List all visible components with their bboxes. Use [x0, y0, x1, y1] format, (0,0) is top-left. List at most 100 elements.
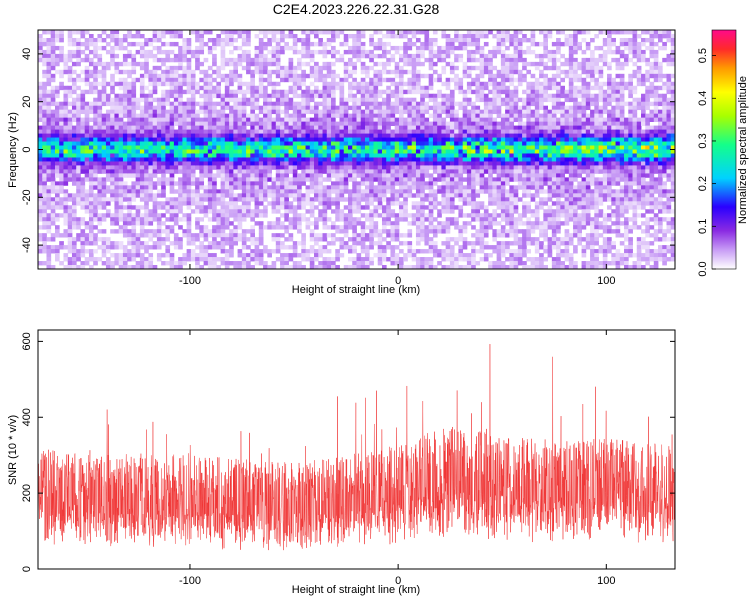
- heatmap-cell: [471, 253, 476, 258]
- heatmap-cell: [246, 189, 251, 194]
- heatmap-cell: [428, 205, 434, 210]
- heatmap-cell: [101, 101, 107, 107]
- heatmap-cell: [254, 137, 260, 142]
- heatmap-cell: [131, 81, 137, 87]
- heatmap-cell: [360, 41, 366, 47]
- heatmap-cell: [152, 73, 158, 79]
- heatmap-cell: [339, 125, 345, 130]
- heatmap-cell: [237, 249, 243, 254]
- heatmap-cell: [454, 117, 459, 123]
- heatmap-cell: [229, 173, 234, 178]
- heatmap-cell: [220, 161, 226, 166]
- heatmap-cell: [114, 101, 120, 107]
- heatmap-cell: [76, 30, 81, 35]
- heatmap-cell: [46, 61, 52, 67]
- heatmap-cell: [432, 41, 438, 47]
- heatmap-cell: [394, 101, 400, 107]
- heatmap-cell: [377, 137, 383, 142]
- heatmap-cell: [156, 30, 162, 35]
- heatmap-cell: [254, 45, 260, 51]
- heatmap-cell: [441, 81, 447, 87]
- heatmap-cell: [71, 161, 77, 166]
- heatmap-cell: [309, 89, 315, 95]
- heatmap-cell: [373, 209, 379, 214]
- heatmap-cell: [343, 109, 349, 115]
- heatmap-cell: [46, 261, 52, 266]
- heatmap-cell: [76, 129, 81, 134]
- heatmap-cell: [449, 97, 455, 103]
- heatmap-cell: [105, 125, 111, 130]
- heatmap-cell: [71, 113, 77, 119]
- heatmap-cell: [54, 141, 60, 146]
- heatmap-cell: [54, 133, 60, 138]
- heatmap-cell: [118, 157, 124, 162]
- heatmap-cell: [80, 30, 86, 35]
- heatmap-cell: [280, 65, 285, 71]
- heatmap-cell: [199, 201, 205, 206]
- heatmap-cell: [326, 133, 332, 138]
- heatmap-cell: [394, 193, 400, 198]
- heatmap-cell: [46, 121, 52, 126]
- heatmap-cell: [250, 129, 255, 134]
- heatmap-cell: [156, 201, 162, 206]
- heatmap-cell: [356, 97, 362, 103]
- heatmap-cell: [97, 101, 103, 107]
- heatmap-cell: [178, 73, 183, 79]
- heatmap-cell: [381, 189, 387, 194]
- heatmap-cell: [71, 245, 77, 250]
- heatmap-cell: [229, 121, 234, 126]
- heatmap-cell: [80, 177, 86, 182]
- heatmap-cell: [118, 173, 124, 178]
- heatmap-cell: [420, 109, 425, 115]
- heatmap-cell: [54, 57, 60, 63]
- heatmap-cell: [369, 245, 374, 250]
- heatmap-cell: [301, 249, 306, 254]
- heatmap-cell: [458, 181, 464, 186]
- heatmap-cell: [38, 169, 43, 174]
- heatmap-cell: [97, 157, 103, 162]
- heatmap-cell: [263, 149, 268, 154]
- heatmap-cell: [369, 209, 374, 214]
- heatmap-cell: [207, 77, 213, 83]
- heatmap-cell: [135, 121, 141, 126]
- heatmap-cell: [462, 45, 468, 51]
- heatmap-cell: [449, 245, 455, 250]
- heatmap-cell: [178, 93, 183, 99]
- heatmap-cell: [71, 97, 77, 103]
- heatmap-cell: [458, 189, 464, 194]
- heatmap-cell: [220, 197, 226, 202]
- heatmap-cell: [441, 133, 447, 138]
- heatmap-cell: [203, 257, 209, 262]
- heatmap-cell: [67, 193, 73, 198]
- heatmap-cell: [135, 117, 141, 123]
- heatmap-cell: [386, 241, 391, 246]
- heatmap-cell: [284, 189, 289, 194]
- heatmap-cell: [403, 133, 408, 138]
- heatmap-cell: [118, 125, 124, 130]
- heatmap-cell: [63, 161, 69, 166]
- heatmap-cell: [462, 237, 468, 242]
- heatmap-cell: [165, 117, 171, 123]
- heatmap-cell: [131, 33, 137, 39]
- heatmap-cell: [475, 49, 481, 55]
- heatmap-cell: [241, 177, 247, 182]
- heatmap-cell: [381, 45, 387, 51]
- heatmap-cell: [80, 253, 86, 258]
- heatmap-cell: [297, 77, 302, 83]
- heatmap-cell: [466, 129, 472, 134]
- heatmap-cell: [275, 217, 281, 222]
- heatmap-cell: [254, 253, 260, 258]
- heatmap-cell: [335, 193, 340, 198]
- heatmap-cell: [229, 133, 234, 138]
- heatmap-cell: [420, 93, 425, 99]
- heatmap-cell: [182, 89, 188, 95]
- heatmap-cell: [110, 193, 115, 198]
- heatmap-cell: [114, 245, 120, 250]
- heatmap-cell: [305, 249, 311, 254]
- heatmap-cell: [390, 105, 396, 111]
- heatmap-cell: [84, 201, 90, 206]
- heatmap-cell: [479, 237, 485, 242]
- heatmap-cell: [165, 125, 171, 130]
- heatmap-cell: [101, 129, 107, 134]
- heatmap-cell: [424, 233, 430, 238]
